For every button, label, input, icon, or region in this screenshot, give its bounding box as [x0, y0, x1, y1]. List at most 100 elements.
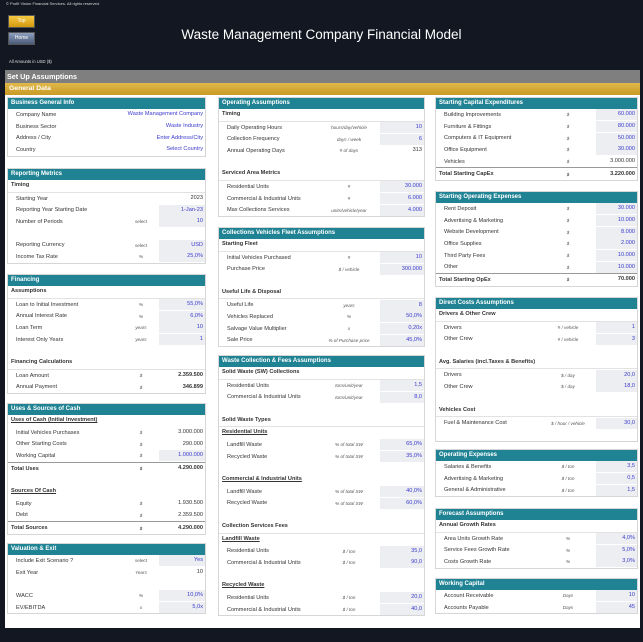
row-unit: % of total SW [335, 489, 363, 495]
input-cell[interactable]: 10 [159, 322, 205, 334]
panel-header: Operating Expenses [436, 450, 637, 461]
row-income-tax-rate: Income Tax Rate% 25,0% [8, 251, 205, 263]
input-cell[interactable]: 65,0% [380, 439, 424, 451]
input-cell[interactable]: 5,0x [159, 602, 205, 614]
input-cell[interactable]: 90,0 [380, 557, 424, 569]
home-button[interactable]: Home [8, 32, 35, 45]
input-cell[interactable]: 4,0% [596, 533, 637, 545]
row-label: Annual Operating Days [227, 147, 285, 154]
input-cell[interactable]: 35,0% [380, 451, 424, 463]
panel-business-general-info: Business General Info Company Name Waste M… [7, 97, 206, 157]
input-cell[interactable]: 1,5 [380, 380, 424, 392]
input-cell[interactable]: 300.000 [380, 263, 424, 275]
panel-forecast-assumptions: Forecast Assumptions Annual Growth Rates A… [435, 508, 638, 569]
input-cell[interactable]: USD [159, 239, 205, 251]
input-cell[interactable]: 0,5 [596, 473, 637, 485]
input-cell[interactable]: 30.000 [596, 144, 637, 156]
panel-header: Working Capital [436, 579, 637, 590]
input-cell[interactable]: 10 [596, 590, 637, 602]
row-landfill-waste: Landfill Waste % of total SW 65,0% [219, 439, 424, 451]
input-cell[interactable]: 1.000.000 [159, 450, 205, 462]
row-label: Building Improvements [444, 111, 501, 118]
input-cell[interactable]: 5,0% [596, 544, 637, 556]
row-label: Initial Vehicles Purchased [227, 254, 291, 261]
input-cell[interactable]: 60.000 [596, 109, 637, 121]
value-cell: Waste Management Company [127, 111, 203, 118]
input-cell[interactable]: 1-Jan-23 [159, 204, 205, 216]
subsection-label: Solid Waste (SW) Collections [219, 367, 424, 380]
input-cell[interactable]: 8 [380, 299, 424, 311]
input-cell[interactable]: 30.000 [380, 181, 424, 193]
input-cell[interactable]: 40,0% [380, 486, 424, 498]
input-cell[interactable]: 18,0 [596, 381, 637, 393]
input-cell[interactable]: 6,0% [159, 310, 205, 322]
row-accounts-payable: Accounts Payable Days 45 [436, 602, 637, 614]
row-label: Commercial & Industrial Units [227, 559, 301, 566]
row-unit: $ [566, 159, 570, 165]
input-cell[interactable]: 45,0% [380, 334, 424, 346]
row-unit: % of Purchase price [328, 337, 370, 343]
input-cell[interactable]: 8,0 [380, 391, 424, 403]
input-cell[interactable]: 2.000 [596, 238, 637, 250]
input-cell[interactable]: 10 [380, 122, 424, 134]
input-cell[interactable]: 45 [596, 602, 637, 614]
input-cell[interactable]: 1 [596, 322, 637, 334]
input-cell[interactable]: 50,0% [380, 311, 424, 323]
input-cell[interactable]: 10,0% [159, 590, 205, 602]
total-row-total-uses: Total Uses $4.290.000 [8, 461, 205, 475]
input-cell[interactable]: 1 [159, 334, 205, 346]
row-country: Country Select Country [8, 144, 205, 156]
input-cell[interactable]: Yes [159, 555, 205, 567]
panel-header: Valuation & Exit [8, 544, 205, 555]
input-cell[interactable]: 20,0 [380, 592, 424, 604]
row-label: Loan to Initial Investment [16, 301, 79, 308]
value-cell: Enter Address/City [156, 134, 203, 141]
input-cell[interactable]: 30.000 [596, 203, 637, 215]
row-website-development: Website Development $8.000 [436, 226, 637, 238]
input-cell[interactable]: 0,20x [380, 323, 424, 335]
input-cell[interactable]: 30,0 [596, 417, 637, 429]
input-cell[interactable]: 6 [380, 133, 424, 145]
input-cell[interactable]: 3 [596, 333, 637, 345]
row-label: Advertising & Marketing [444, 217, 504, 224]
row-unit: $ [566, 277, 570, 283]
spacer [219, 509, 424, 521]
input-cell[interactable]: 35,0 [380, 545, 424, 557]
subsection-label: Recycled Waste [222, 582, 265, 589]
panel-financing: Financing Assumptions Loan to Initial Inve… [7, 274, 206, 395]
row-label: Furniture & Fittings [444, 123, 492, 130]
input-cell[interactable]: 10.000 [596, 261, 637, 273]
input-cell[interactable]: 3,0% [596, 556, 637, 568]
input-cell[interactable]: 80.000 [596, 121, 637, 133]
input-cell[interactable]: 40,0 [380, 604, 424, 616]
row-label: Purchase Price [227, 266, 265, 273]
input-cell[interactable]: 10.000 [596, 250, 637, 262]
input-cell[interactable]: 60,0% [380, 497, 424, 509]
input-cell[interactable]: 55,0% [159, 299, 205, 311]
input-cell[interactable]: 10 [159, 216, 205, 228]
row-label: Salvage Value Multiplier [227, 325, 287, 332]
row-unit: Days [562, 593, 574, 599]
input-cell[interactable]: 8.000 [596, 226, 637, 238]
top-button[interactable]: Top [8, 15, 35, 28]
input-cell[interactable]: 50.000 [596, 132, 637, 144]
input-cell[interactable]: 10.000 [596, 215, 637, 227]
input-cell[interactable]: 20,0 [596, 369, 637, 381]
row-label: Include Exit Scenario ? [16, 557, 74, 564]
input-cell[interactable]: 10 [380, 252, 424, 264]
input-cell[interactable]: 1,5 [596, 484, 637, 496]
row-unit: $ [139, 384, 143, 390]
row-unit: select [134, 558, 147, 564]
row-label: Drivers [444, 372, 462, 379]
row-label: Exit Year [16, 569, 39, 576]
currency-note: All Amounts in USD ($) [9, 59, 52, 64]
row-unit: select [134, 219, 147, 225]
input-cell[interactable]: 3,5 [596, 461, 637, 473]
row-unit: $ / ton [561, 476, 575, 482]
input-cell[interactable]: 6.000 [380, 193, 424, 205]
row-label: Total Starting OpEx [439, 276, 491, 283]
row-loan-term: Loan Term years 10 [8, 322, 205, 334]
input-cell[interactable]: 25,0% [159, 251, 205, 263]
row-daily-operating-hours: Daily Operating Hours hours/day/vehicle 10 [219, 122, 424, 134]
input-cell[interactable]: 4.000 [380, 204, 424, 216]
